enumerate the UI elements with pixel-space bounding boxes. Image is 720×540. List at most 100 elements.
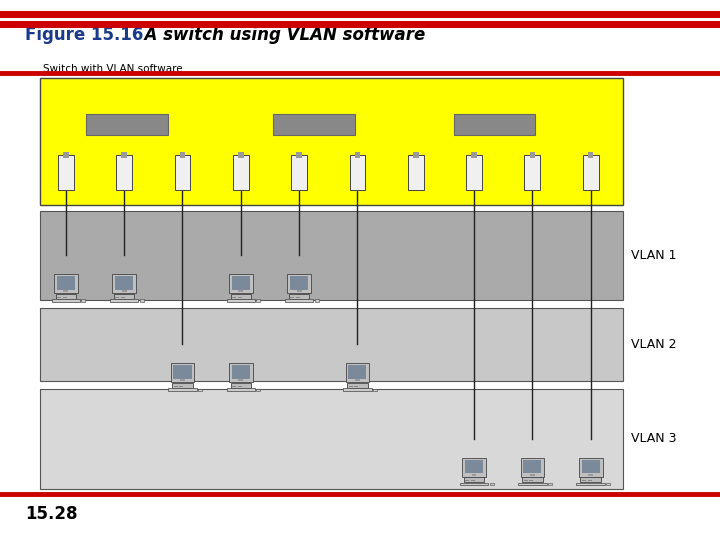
- Bar: [465, 460, 483, 474]
- Bar: [55, 294, 76, 299]
- Bar: [40, 389, 623, 489]
- Bar: [230, 383, 251, 388]
- Bar: [232, 296, 236, 298]
- Bar: [524, 155, 540, 190]
- Bar: [122, 290, 127, 292]
- Bar: [290, 276, 308, 290]
- Bar: [289, 294, 310, 299]
- Bar: [349, 155, 365, 190]
- Bar: [606, 483, 611, 485]
- Bar: [256, 300, 261, 302]
- Bar: [315, 300, 319, 302]
- Bar: [373, 389, 377, 391]
- Bar: [582, 155, 598, 190]
- Text: A switch using VLAN software: A switch using VLAN software: [133, 26, 426, 44]
- Bar: [172, 383, 193, 388]
- Bar: [229, 274, 253, 293]
- Bar: [230, 294, 251, 299]
- Bar: [115, 296, 120, 298]
- Bar: [115, 276, 133, 290]
- Bar: [227, 299, 255, 302]
- Bar: [232, 386, 236, 387]
- Bar: [238, 290, 243, 292]
- Bar: [518, 483, 546, 485]
- Bar: [179, 386, 184, 387]
- Bar: [52, 299, 80, 302]
- Text: Figure 15.16: Figure 15.16: [25, 26, 143, 44]
- Bar: [273, 114, 354, 136]
- Bar: [348, 386, 353, 387]
- Bar: [232, 276, 250, 290]
- Bar: [348, 365, 366, 379]
- Bar: [460, 483, 488, 485]
- Bar: [464, 477, 485, 483]
- Bar: [63, 290, 68, 292]
- Bar: [168, 388, 197, 391]
- Bar: [523, 460, 541, 474]
- Bar: [40, 78, 623, 205]
- Bar: [291, 155, 307, 190]
- Bar: [530, 152, 535, 158]
- Text: VLAN 1: VLAN 1: [631, 248, 677, 262]
- Bar: [81, 300, 86, 302]
- Bar: [287, 274, 311, 293]
- Bar: [116, 155, 132, 190]
- Bar: [466, 155, 482, 190]
- Bar: [112, 274, 136, 293]
- Bar: [256, 389, 261, 391]
- Bar: [588, 480, 592, 481]
- Bar: [465, 480, 469, 481]
- Bar: [110, 299, 138, 302]
- Bar: [413, 152, 418, 158]
- Bar: [490, 483, 494, 485]
- Bar: [140, 300, 144, 302]
- Bar: [582, 460, 600, 474]
- Bar: [290, 296, 294, 298]
- Bar: [233, 155, 248, 190]
- Bar: [347, 383, 368, 388]
- Bar: [346, 363, 369, 382]
- Bar: [229, 363, 253, 382]
- Bar: [180, 379, 185, 381]
- Bar: [529, 480, 534, 481]
- Bar: [521, 457, 544, 477]
- Bar: [238, 379, 243, 381]
- Bar: [582, 480, 586, 481]
- Bar: [343, 388, 372, 391]
- Bar: [238, 152, 243, 158]
- Bar: [174, 155, 190, 190]
- Bar: [472, 152, 477, 158]
- Bar: [588, 474, 593, 476]
- Bar: [238, 386, 242, 387]
- Bar: [180, 152, 185, 158]
- Bar: [588, 152, 593, 158]
- Bar: [57, 276, 75, 290]
- Bar: [296, 296, 300, 298]
- Bar: [40, 211, 623, 300]
- Bar: [580, 477, 601, 483]
- Bar: [227, 388, 255, 391]
- Text: VLAN 2: VLAN 2: [631, 338, 677, 351]
- Bar: [122, 152, 127, 158]
- Bar: [354, 386, 359, 387]
- Bar: [57, 296, 61, 298]
- Bar: [408, 155, 423, 190]
- Bar: [114, 294, 135, 299]
- Bar: [54, 274, 78, 293]
- Bar: [171, 363, 194, 382]
- Bar: [285, 299, 313, 302]
- Bar: [454, 114, 536, 136]
- Bar: [548, 483, 552, 485]
- Text: Switch with VLAN software: Switch with VLAN software: [43, 64, 183, 74]
- Bar: [579, 457, 603, 477]
- Bar: [297, 290, 302, 292]
- Bar: [198, 389, 202, 391]
- Bar: [58, 155, 73, 190]
- Text: 15.28: 15.28: [25, 505, 78, 523]
- Bar: [63, 296, 67, 298]
- Bar: [121, 296, 125, 298]
- Bar: [174, 365, 192, 379]
- Bar: [471, 480, 475, 481]
- Bar: [355, 152, 360, 158]
- Bar: [297, 152, 302, 158]
